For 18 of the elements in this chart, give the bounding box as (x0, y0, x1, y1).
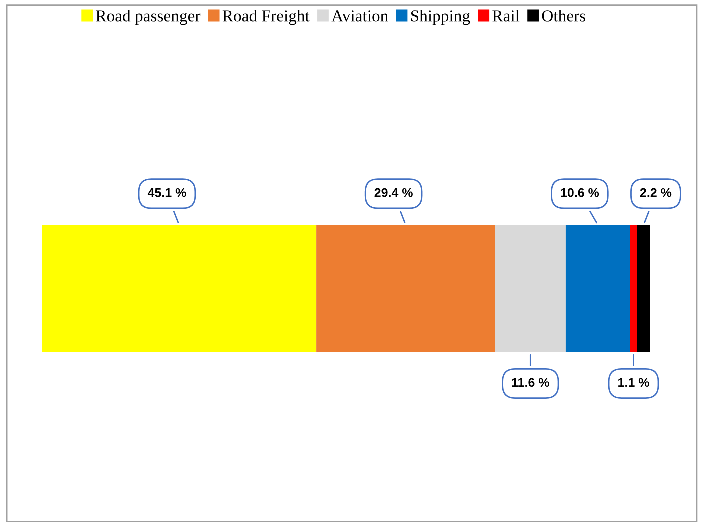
bar (495, 225, 566, 352)
data-label: 29.4 % (374, 188, 413, 198)
legend-label: Road passenger (96, 10, 201, 26)
legend-label: Shipping (411, 10, 470, 26)
data-label: 1.1 % (618, 378, 650, 388)
data-label: 45.1 % (148, 188, 186, 198)
data-label: 11.6 % (512, 378, 550, 388)
data-label: 2.2 % (640, 188, 672, 198)
legend-label: Rail (492, 10, 520, 22)
data-label: 10.6 % (561, 188, 600, 198)
legend-label: Others (542, 10, 586, 22)
legend-label: Road Freight (222, 10, 310, 26)
bar (42, 225, 317, 352)
bar (637, 225, 650, 352)
legend-label: Aviation (332, 10, 388, 22)
bar (566, 225, 630, 352)
bar (630, 225, 638, 352)
bar (316, 225, 496, 352)
